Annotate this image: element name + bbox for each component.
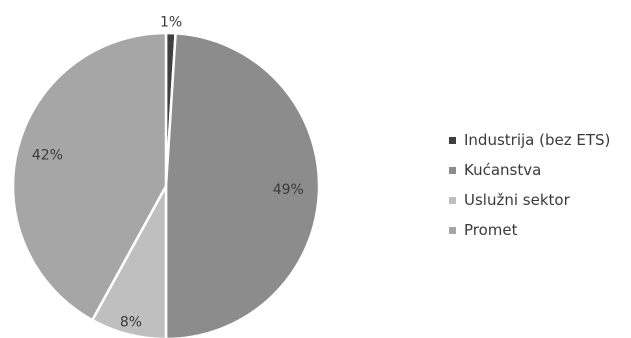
data-label-promet: 42%	[32, 148, 63, 164]
legend-swatch-promet	[449, 226, 456, 234]
legend-item-usluzni-sektor: Uslužni sektor	[449, 185, 610, 215]
legend: Industrija (bez ETS) Kućanstva Uslužni s…	[449, 125, 610, 245]
pie-slice-promet	[11, 31, 168, 322]
data-label-kucanstva: 49%	[273, 182, 304, 198]
legend-swatch-industrija	[449, 136, 456, 144]
pie-data-labels: 1% 49% 8% 42%	[32, 14, 304, 330]
data-label-industrija: 1%	[160, 14, 182, 30]
legend-label-industrija: Industrija (bez ETS)	[464, 131, 611, 149]
legend-item-industrija: Industrija (bez ETS)	[449, 125, 610, 155]
legend-swatch-usluzni-sektor	[449, 196, 456, 204]
pie-slices	[11, 31, 321, 338]
data-label-usluzni-sektor: 8%	[120, 314, 142, 330]
legend-label-promet: Promet	[464, 221, 518, 239]
legend-item-promet: Promet	[449, 215, 610, 245]
pie-slice-kucanstva	[164, 32, 321, 338]
legend-label-kucanstva: Kućanstva	[464, 161, 542, 179]
legend-label-usluzni-sektor: Uslužni sektor	[464, 191, 570, 209]
legend-item-kucanstva: Kućanstva	[449, 155, 610, 185]
legend-swatch-kucanstva	[449, 166, 456, 174]
